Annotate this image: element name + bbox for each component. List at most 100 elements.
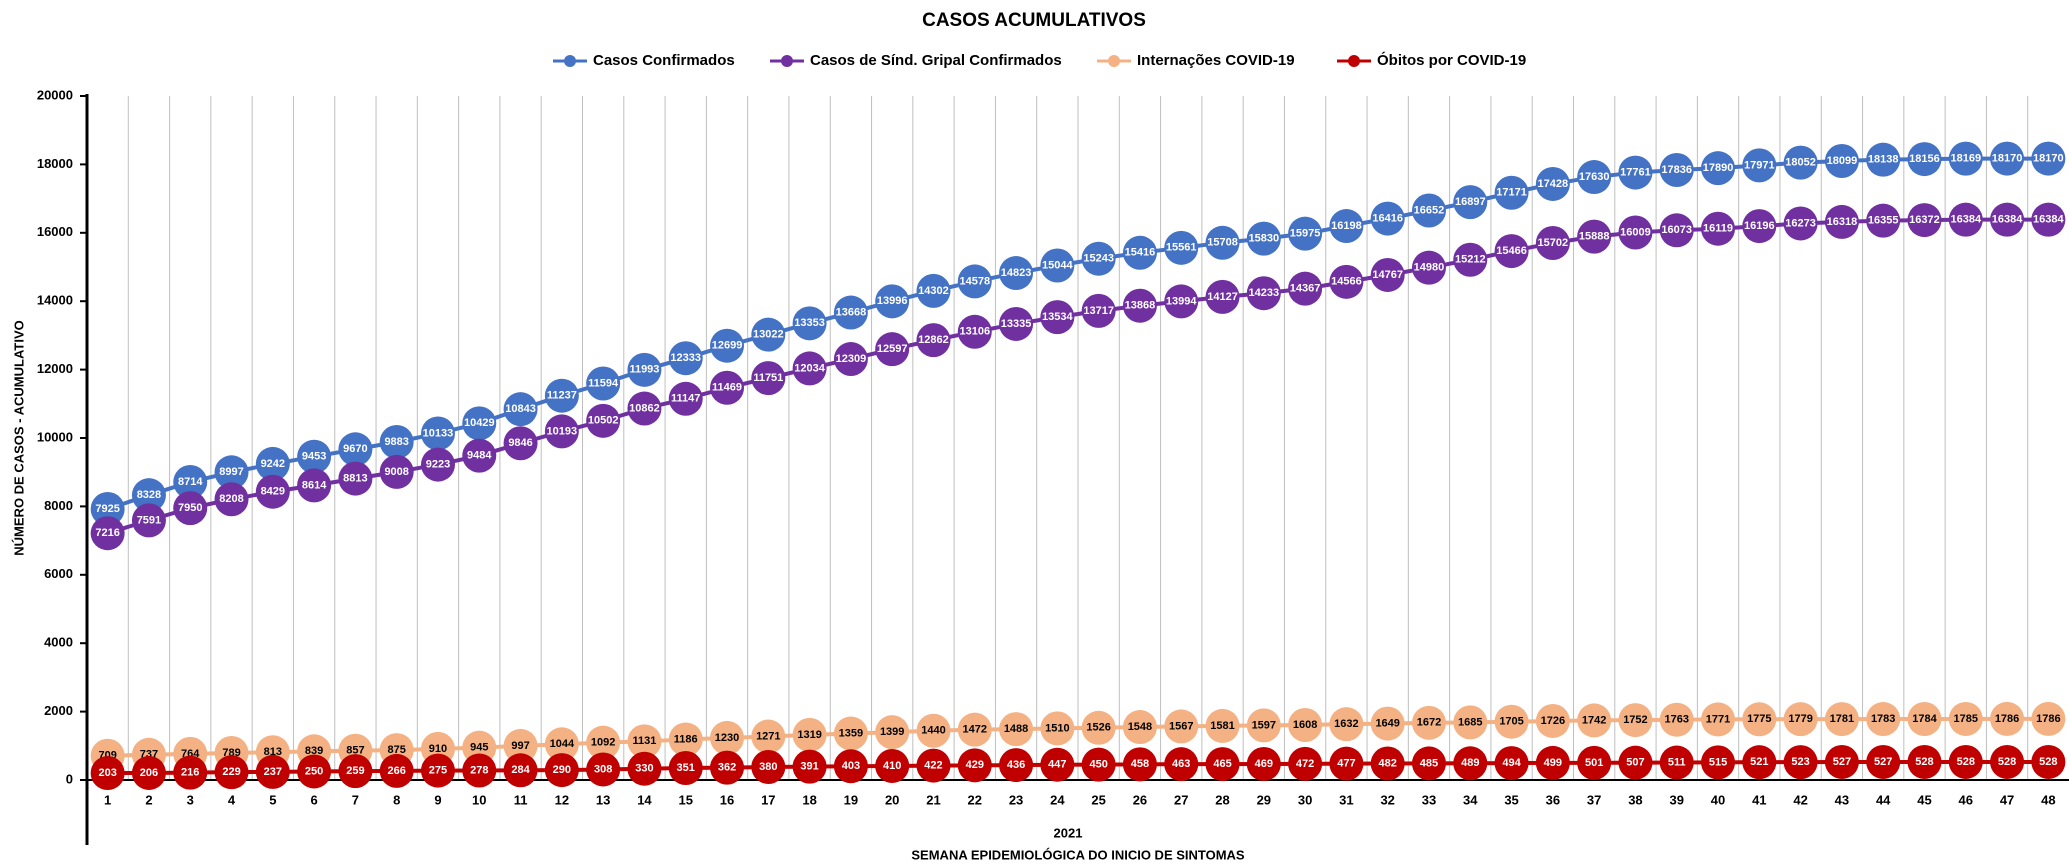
data-label: 259	[346, 765, 364, 777]
data-point	[710, 750, 745, 785]
x-tick-label: 12	[555, 792, 569, 807]
data-label: 857	[346, 745, 364, 757]
data-point	[1618, 155, 1653, 190]
data-point	[131, 478, 166, 513]
data-point	[1370, 746, 1405, 781]
data-point	[1205, 708, 1240, 743]
data-label: 290	[553, 764, 571, 776]
data-label: 16119	[1703, 223, 1733, 235]
legend-marker	[1348, 55, 1360, 67]
data-label: 450	[1089, 759, 1107, 771]
data-label: 308	[594, 763, 612, 775]
data-label: 206	[140, 767, 158, 779]
data-label: 11594	[588, 377, 619, 389]
data-label: 10843	[505, 403, 536, 415]
data-label: 1742	[1582, 714, 1606, 726]
data-label: 17761	[1620, 166, 1651, 178]
data-label: 528	[1915, 756, 1933, 768]
data-point	[751, 719, 786, 754]
data-label: 12034	[794, 362, 825, 374]
data-point	[1742, 702, 1777, 737]
data-label: 11237	[547, 390, 577, 402]
data-label: 422	[924, 759, 942, 771]
data-label: 8997	[219, 466, 243, 478]
x-tick-label: 18	[802, 792, 816, 807]
data-label: 15243	[1083, 253, 1114, 265]
data-point	[90, 491, 125, 526]
data-point	[1205, 279, 1240, 314]
data-point	[1783, 206, 1818, 241]
data-point	[173, 491, 208, 526]
data-point	[544, 414, 579, 449]
data-point	[1122, 235, 1157, 270]
data-point	[1948, 744, 1983, 779]
x-tick-label: 38	[1628, 792, 1642, 807]
y-tick-label: 8000	[44, 498, 73, 513]
data-label: 237	[264, 766, 282, 778]
data-point	[792, 717, 827, 752]
data-point	[1122, 747, 1157, 782]
data-label: 429	[966, 759, 984, 771]
data-label: 11469	[712, 382, 742, 394]
legend-label: Internações COVID-19	[1137, 52, 1295, 69]
data-label: 436	[1007, 759, 1025, 771]
data-label: 10502	[588, 415, 619, 427]
data-point	[544, 727, 579, 762]
data-label: 15561	[1166, 242, 1197, 254]
x-tick-label: 7	[352, 792, 359, 807]
x-tick-label: 11	[514, 792, 528, 807]
data-point	[1370, 257, 1405, 292]
data-label: 9670	[343, 443, 367, 455]
data-point	[214, 755, 249, 790]
data-point	[1948, 141, 1983, 176]
y-tick-label: 18000	[37, 156, 73, 171]
data-point	[1205, 225, 1240, 260]
data-point	[751, 317, 786, 352]
data-label: 12333	[670, 352, 701, 364]
data-point	[1246, 746, 1281, 781]
data-point	[338, 461, 373, 496]
data-point	[503, 392, 538, 427]
x-tick-label: 10	[472, 792, 486, 807]
data-label: 9223	[426, 458, 450, 470]
data-label: 9883	[384, 436, 408, 448]
data-point	[1370, 706, 1405, 741]
data-label: 250	[305, 765, 323, 777]
data-point	[379, 425, 414, 460]
data-label: 12309	[836, 353, 867, 365]
x-tick-label: 37	[1587, 792, 1601, 807]
data-point	[1618, 703, 1653, 738]
data-label: 14367	[1290, 283, 1321, 295]
x-tick-label: 48	[2041, 792, 2055, 807]
data-point	[875, 748, 910, 783]
data-label: 15416	[1125, 247, 1156, 259]
data-label: 15888	[1579, 231, 1610, 243]
data-label: 485	[1420, 757, 1438, 769]
data-point	[1907, 701, 1942, 736]
data-point	[462, 753, 497, 788]
data-point	[1701, 702, 1736, 737]
data-point	[916, 748, 951, 783]
data-label: 1785	[1954, 713, 1978, 725]
data-label: 1786	[1995, 713, 2019, 725]
x-tick-label: 36	[1546, 792, 1560, 807]
data-label: 17971	[1744, 159, 1775, 171]
x-axis-label: SEMANA EPIDEMIOLÓGICA DO INICIO DE SINTO…	[911, 847, 1245, 862]
data-label: 839	[305, 745, 323, 757]
data-point	[338, 432, 373, 467]
data-point	[1824, 702, 1859, 737]
data-point	[1288, 271, 1323, 306]
data-point	[957, 748, 992, 783]
data-label: 16384	[2033, 214, 2064, 226]
data-label: 13022	[753, 329, 784, 341]
data-label: 16372	[1909, 214, 1940, 226]
data-point	[957, 264, 992, 299]
data-point	[586, 752, 621, 787]
data-point	[1081, 293, 1116, 328]
data-point	[1659, 153, 1694, 188]
x-tick-label: 32	[1380, 792, 1394, 807]
data-point	[297, 468, 332, 503]
x-tick-label: 15	[678, 792, 692, 807]
data-point	[833, 295, 868, 330]
data-point	[90, 756, 125, 791]
